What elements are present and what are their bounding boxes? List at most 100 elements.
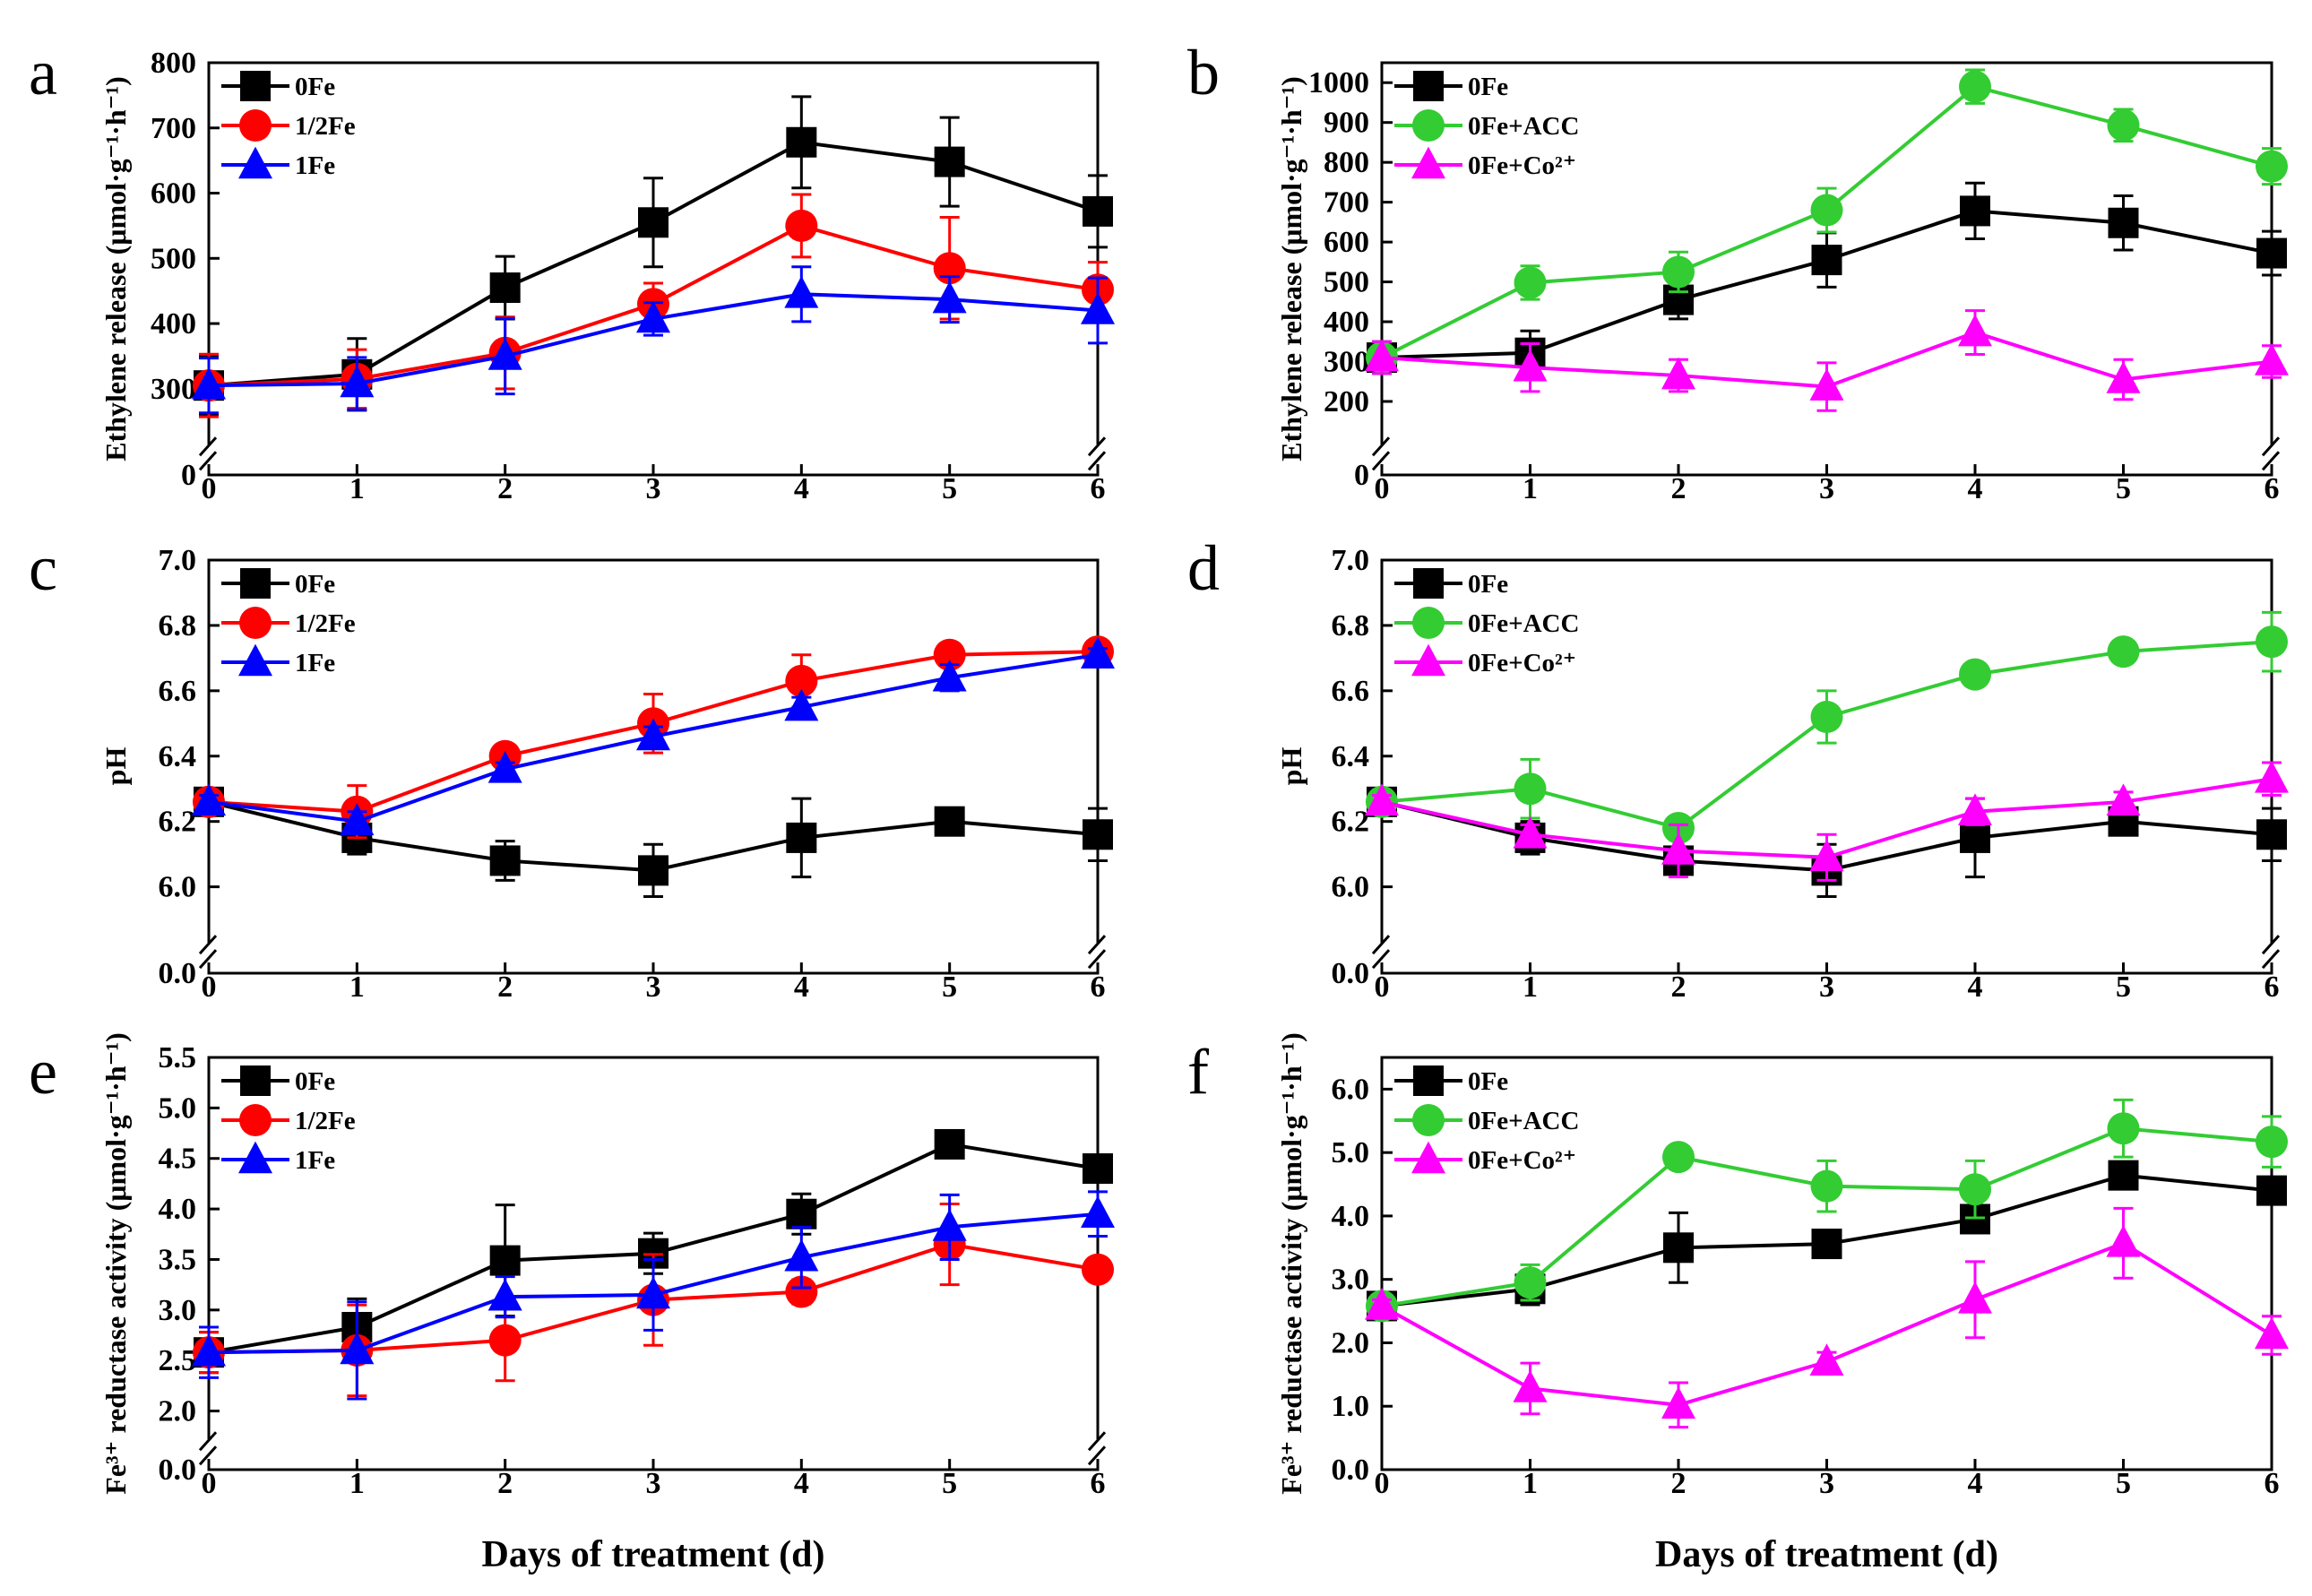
- data-point-triangle: [1365, 1288, 1399, 1320]
- data-point-circle: [1810, 194, 1843, 227]
- panel-letter: a: [29, 37, 57, 108]
- legend-label: 0Fe+ACC: [1468, 609, 1579, 638]
- data-point-square: [489, 272, 521, 304]
- y-tick-label: 7.0: [1332, 544, 1370, 577]
- data-point-triangle: [784, 275, 819, 308]
- y-axis-label: pH: [1275, 747, 1307, 786]
- data-point-square: [489, 845, 521, 876]
- x-tick-label: 2: [1671, 1467, 1687, 1500]
- y-tick-label: 6.2: [1332, 806, 1370, 839]
- data-point-circle: [2256, 1126, 2288, 1159]
- data-point-circle: [1514, 1266, 1547, 1299]
- x-tick-label: 6: [1091, 971, 1106, 1004]
- data-point-square: [1811, 1229, 1842, 1260]
- panel-letter: d: [1187, 532, 1220, 604]
- legend-label: 0Fe+ACC: [1468, 112, 1579, 141]
- data-point-square: [1663, 1232, 1694, 1264]
- x-tick-label: 5: [942, 1467, 957, 1500]
- data-point-circle: [785, 664, 818, 697]
- axis-break-mark: [198, 949, 218, 970]
- y-tick-label: 5.0: [1332, 1136, 1370, 1169]
- y-tick-label: 4.5: [159, 1143, 197, 1176]
- x-tick-label: 0: [202, 472, 217, 505]
- data-point-triangle: [1513, 1370, 1548, 1402]
- y-tick-label: 400: [1324, 306, 1369, 339]
- series-1Fe: 1Fe: [192, 636, 1115, 835]
- x-tick-label: 3: [646, 971, 661, 1004]
- data-point-square: [2256, 1175, 2287, 1206]
- legend-marker-circle: [1412, 109, 1445, 142]
- x-tick-label: 2: [1671, 472, 1687, 505]
- y-axis-label: Ethylene release (μmol·g⁻¹·h⁻¹): [1275, 76, 1307, 462]
- panel-f: 0 1 2 3 4 5 6 0.0 1.0 2.0 3.0 4.0 5.0 6.0 f Fe³⁺ reduct…: [1187, 1032, 2289, 1575]
- data-point-triangle: [2106, 1224, 2141, 1257]
- data-point-circle: [1810, 1169, 1843, 1203]
- x-tick-label: 4: [794, 971, 809, 1004]
- legend-label: 1Fe: [295, 649, 335, 677]
- x-tick-label: 4: [794, 472, 809, 505]
- y-tick-label: 6.0: [1332, 871, 1370, 904]
- series-line: [1381, 1241, 2273, 1407]
- axis-break-mark: [1087, 935, 1107, 955]
- x-tick-label: 2: [497, 1467, 513, 1500]
- data-point-square: [786, 822, 817, 853]
- data-point-triangle: [340, 365, 375, 398]
- legend-label: 1/2Fe: [295, 112, 356, 141]
- axis-break-mark: [198, 436, 218, 457]
- data-point-triangle: [1513, 815, 1548, 849]
- x-tick-label: 5: [2116, 1467, 2131, 1500]
- y-tick-label: 0.0: [159, 957, 197, 990]
- x-tick-label: 4: [794, 1467, 809, 1500]
- axis-break-mark: [1371, 935, 1391, 955]
- data-point-triangle: [1809, 839, 1844, 872]
- data-point-triangle: [1661, 1386, 1695, 1419]
- panel-letter: f: [1187, 1036, 1209, 1108]
- legend-label: 0Fe+Co²⁺: [1468, 1146, 1576, 1175]
- data-point-triangle: [932, 659, 967, 692]
- axis-break-mark: [1087, 1431, 1107, 1452]
- x-tick-label: 0: [202, 971, 217, 1004]
- data-point-square: [934, 1128, 965, 1160]
- axis-break-mark: [2261, 949, 2281, 970]
- data-point-triangle: [1365, 783, 1399, 816]
- y-tick-label: 600: [151, 177, 196, 211]
- data-point-triangle: [784, 1238, 819, 1272]
- y-tick-label: 6.0: [159, 871, 197, 904]
- axis-break-mark: [2261, 451, 2281, 471]
- data-point-circle: [1959, 658, 1991, 691]
- data-point-square: [1083, 1153, 1113, 1185]
- series-0Fe+Co²⁺: 0Fe+Co²⁺: [1365, 1141, 2289, 1429]
- data-point-square: [638, 855, 669, 886]
- data-point-square: [2108, 1160, 2139, 1191]
- series-1Fe: 1Fe: [192, 1141, 1115, 1401]
- x-tick-label: 0: [202, 1467, 217, 1500]
- y-tick-label: 500: [1324, 266, 1369, 299]
- data-point-triangle: [192, 1333, 226, 1367]
- data-point-triangle: [2255, 1316, 2289, 1350]
- data-point-triangle: [340, 1332, 375, 1365]
- y-tick-label: 700: [151, 112, 196, 145]
- x-tick-label: 1: [349, 1467, 365, 1500]
- data-point-triangle: [1513, 349, 1548, 382]
- y-tick-label: 6.6: [159, 675, 197, 708]
- y-tick-label: 5.5: [159, 1041, 197, 1074]
- series-0Fe+Co²⁺: 0Fe+Co²⁺: [1365, 146, 2289, 412]
- y-axis-label: pH: [99, 747, 132, 786]
- data-point-triangle: [1661, 833, 1695, 865]
- x-tick-label: 1: [1523, 971, 1538, 1004]
- data-point-triangle: [1958, 1281, 1992, 1314]
- y-tick-label: 800: [151, 47, 196, 80]
- x-tick-label: 3: [646, 1467, 661, 1500]
- axis-break-mark: [1371, 451, 1391, 471]
- data-point-triangle: [932, 1208, 967, 1241]
- data-point-square: [934, 146, 965, 177]
- y-axis-label: Ethylene release (μmol·g⁻¹·h⁻¹): [99, 76, 132, 462]
- legend-marker-circle: [239, 109, 272, 142]
- data-point-circle: [2107, 635, 2140, 669]
- y-tick-label: 0.0: [1332, 1454, 1370, 1487]
- x-tick-label: 1: [349, 971, 365, 1004]
- y-tick-label: 800: [1324, 146, 1369, 179]
- data-point-square: [786, 1198, 817, 1229]
- data-point-triangle: [1958, 314, 1992, 347]
